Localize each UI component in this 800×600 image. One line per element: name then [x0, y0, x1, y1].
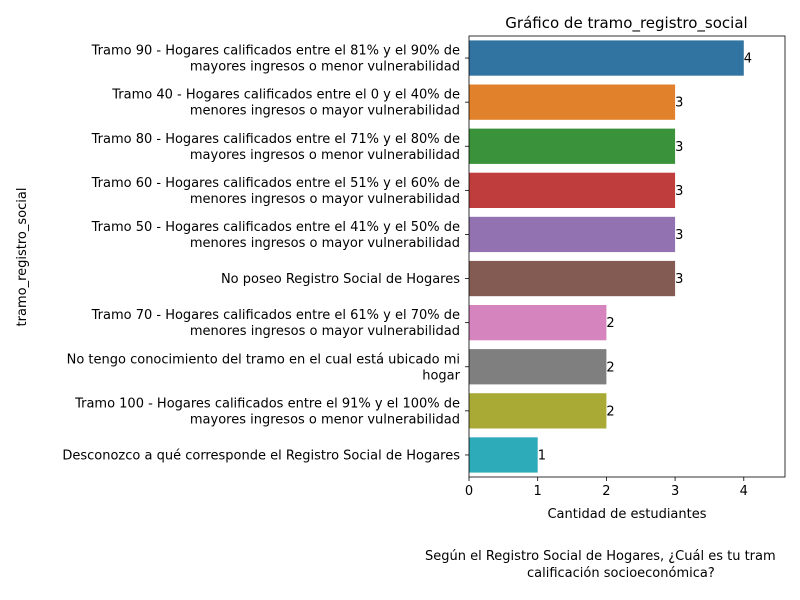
- y-tick-label: Tramo 90 - Hogares calificados entre el …: [91, 44, 460, 75]
- value-labels-group: 4 3 3 3 3 3 2 2 2 1: [538, 52, 752, 464]
- y-tick-label: Tramo 60 - Hogares calificados entre el …: [91, 176, 460, 207]
- y-tick-label: Tramo 100 - Hogares calificados entre el…: [74, 396, 460, 427]
- plot-frame-rect: [468, 35, 786, 478]
- bar-value-label: 2: [606, 404, 614, 419]
- plot-frame: [468, 35, 786, 478]
- x-tick-label: 0: [465, 484, 473, 499]
- x-tick-label: 1: [534, 484, 542, 499]
- bar: [469, 216, 676, 253]
- y-tick-label: Tramo 70 - Hogares calificados entre el …: [91, 308, 460, 339]
- bar-value-label: 3: [675, 272, 683, 287]
- x-tick-label: 3: [671, 484, 679, 499]
- bar: [469, 84, 676, 120]
- bar: [469, 437, 538, 473]
- chart-title: Gráfico de tramo_registro_social: [505, 14, 747, 33]
- bar: [469, 349, 607, 385]
- y-axis-label: tramo_registro_social: [15, 188, 30, 327]
- bar: [469, 40, 744, 76]
- footer-note: Según el Registro Social de Hogares, ¿Cu…: [0, 549, 800, 589]
- bars-group: [469, 40, 744, 473]
- bar-value-label: 2: [606, 316, 614, 331]
- y-tick-label: No poseo Registro Social de Hogares: [221, 272, 460, 287]
- y-tick-label: No tengo conocimiento del tramo en el cu…: [67, 352, 461, 383]
- bar: [469, 172, 676, 208]
- bar: [469, 305, 607, 341]
- x-axis-label: Cantidad de estudiantes: [547, 507, 706, 522]
- bar-value-label: 4: [744, 52, 752, 67]
- bar-value-label: 1: [538, 448, 546, 463]
- footer-note-line-1: Según el Registro Social de Hogares, ¿Cu…: [425, 549, 776, 564]
- x-axis: 0 1 2 3 4: [465, 477, 748, 499]
- x-tick-label: 2: [602, 484, 610, 499]
- y-tick-label: Tramo 50 - Hogares calificados entre el …: [91, 220, 460, 251]
- bar-value-label: 3: [675, 140, 683, 155]
- bar-value-label: 3: [675, 96, 683, 111]
- bar: [469, 393, 607, 429]
- y-tick-label: Desconozco a qué corresponde el Registro…: [62, 448, 460, 463]
- bar-value-label: 3: [675, 228, 683, 243]
- footer-note-line-2: calificación socioeconómica?: [527, 566, 715, 581]
- bar: [469, 260, 676, 297]
- y-tick-label: Tramo 80 - Hogares calificados entre el …: [91, 132, 460, 163]
- x-tick-label: 4: [740, 484, 748, 499]
- bar: [469, 128, 676, 164]
- bar-value-label: 3: [675, 184, 683, 199]
- y-tick-labels-group: Tramo 90 - Hogares calificados entre el …: [62, 44, 469, 463]
- y-tick-label: Tramo 40 - Hogares calificados entre el …: [111, 88, 460, 119]
- bar-value-label: 2: [606, 360, 614, 375]
